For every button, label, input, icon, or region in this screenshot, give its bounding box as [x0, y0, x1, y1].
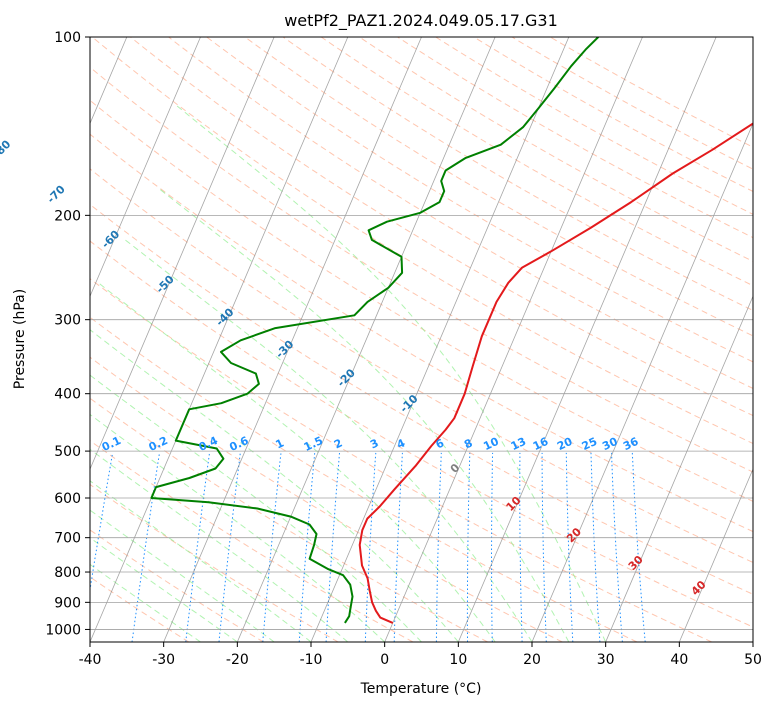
x-tick-label: -30 [152, 652, 175, 668]
dry-adiabat-line [90, 168, 753, 563]
isotherm-line [310, 37, 570, 642]
moist-adiabat-line [98, 282, 496, 642]
dry-adiabat-line [168, 37, 753, 389]
mixing-ratio-label: 20 [555, 435, 575, 453]
y-tick-label: 100 [54, 30, 81, 46]
y-tick-label: 500 [54, 444, 81, 460]
x-tick-label: -40 [79, 652, 102, 668]
mixing-ratio-label: 13 [509, 435, 528, 453]
moist-adiabat-line [158, 187, 570, 642]
chart-title: wetPf2_PAZ1.2024.049.05.17.G31 [284, 11, 558, 31]
moist-adiabat-line [90, 329, 459, 642]
dewpoint-profile-line [150, 37, 600, 624]
moist-adiabat-line [90, 563, 201, 642]
x-axis-label: Temperature (°C) [360, 681, 482, 697]
dry-adiabat-line [90, 316, 638, 642]
y-tick-label: 900 [54, 595, 81, 611]
y-tick-label: 600 [54, 491, 81, 507]
dry-adiabat-line [206, 37, 753, 363]
mixing-ratio-label: 36 [621, 435, 641, 453]
mixing-ratio-label: 10 [481, 435, 501, 453]
x-tick-label: 30 [597, 652, 615, 668]
dry-adiabat-line [130, 37, 753, 417]
dry-adiabat-line [90, 203, 753, 595]
x-tick-label: 0 [380, 652, 389, 668]
y-axis-label: Pressure (hPa) [12, 289, 28, 389]
x-tick-label: -10 [300, 652, 323, 668]
y-tick-label: 700 [54, 531, 81, 547]
dry-adiabat-line [90, 356, 563, 642]
dry-adiabat-line [90, 440, 414, 642]
isotherm-line [90, 37, 275, 471]
isotherm-line [236, 37, 496, 642]
moist-adiabat-line [90, 537, 238, 642]
moist-adiabat-line [124, 239, 533, 642]
x-tick-label: -20 [226, 652, 249, 668]
isotherm-line [678, 468, 753, 642]
y-tick-label: 300 [54, 313, 81, 329]
background-lines [90, 37, 753, 642]
y-tick-label: 400 [54, 387, 81, 403]
x-tick-label: 40 [670, 652, 688, 668]
mixing-ratio-label: 30 [600, 435, 620, 453]
data-series [150, 37, 753, 624]
isotherm-line [90, 37, 349, 642]
x-tick-label: 50 [744, 652, 762, 668]
isotherm-line [90, 37, 201, 298]
y-tick-label: 200 [54, 208, 81, 224]
y-tick-label: 800 [54, 565, 81, 581]
plot-frame [89, 36, 754, 643]
isotherm-line [384, 37, 643, 642]
mixing-ratio-label: 25 [580, 435, 599, 453]
isotherm-line [605, 295, 753, 642]
dry-adiabat-line [90, 66, 753, 473]
temperature-profile-line [358, 122, 753, 624]
isotherm-line [531, 122, 753, 642]
x-tick-label: 20 [523, 652, 541, 668]
dry-adiabat-line [91, 37, 753, 445]
dry-adiabat-line [90, 240, 753, 628]
isotherm-line [457, 37, 717, 642]
moist-adiabat-line [90, 448, 349, 642]
x-tick-label: 10 [449, 652, 467, 668]
isotherm-line [163, 37, 422, 642]
mixing-ratio-label: 16 [531, 435, 551, 453]
dry-adiabat-line [90, 133, 753, 533]
axis-ticks: -40 -30 -20 -10 0 10 20 30 40 50 1000 900 800 700 600 5… [45, 30, 762, 668]
moist-adiabat-line [174, 104, 607, 642]
moist-adiabat-line [90, 480, 312, 642]
y-tick-label: 1000 [45, 622, 81, 638]
